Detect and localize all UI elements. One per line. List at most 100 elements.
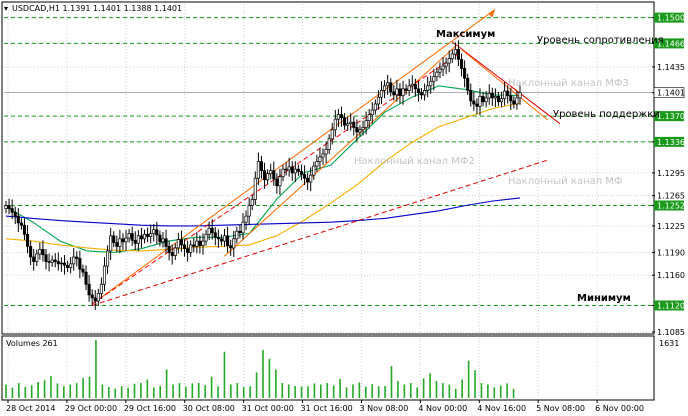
candle-bull bbox=[127, 233, 131, 239]
candle-bull bbox=[201, 240, 205, 246]
candle-bull bbox=[72, 256, 76, 265]
candle-bear bbox=[512, 100, 516, 105]
candle-bear bbox=[419, 92, 424, 96]
candle-bear bbox=[62, 262, 67, 266]
candle-bull bbox=[324, 149, 328, 155]
candle-bear bbox=[66, 264, 70, 268]
trend-mf3-arrowhead bbox=[488, 8, 496, 18]
annotation-support: Уровень поддержки bbox=[553, 109, 660, 120]
candle-bear bbox=[463, 68, 467, 79]
candle-bull bbox=[99, 283, 103, 294]
candle-bull bbox=[503, 90, 507, 100]
candle-bull bbox=[232, 238, 236, 249]
annotation-minimum: Минимум bbox=[577, 293, 631, 304]
candle-bear bbox=[262, 170, 267, 181]
candle-bull bbox=[429, 80, 433, 87]
candle-bull bbox=[38, 249, 42, 255]
candle-bear bbox=[164, 238, 168, 247]
candle-bull bbox=[444, 62, 448, 67]
candle-bull bbox=[176, 239, 180, 249]
candle-bear bbox=[16, 215, 20, 224]
candle-bull bbox=[124, 237, 128, 243]
candle-bear bbox=[284, 168, 288, 171]
time-axis: 28 Oct 2014 29 Oct 00:00 29 Oct 16:00 30 Oc… bbox=[6, 400, 644, 413]
candle-bear bbox=[466, 77, 470, 91]
candle-bear bbox=[490, 93, 494, 99]
candle-bull bbox=[435, 71, 439, 78]
candle-bear bbox=[392, 91, 396, 96]
candle-bear bbox=[413, 83, 417, 90]
annotation-channel-mf3: Наклонный канал МФ3 bbox=[508, 78, 629, 89]
price-label: 1.1295 bbox=[657, 169, 685, 178]
time-label: 29 Oct 00:00 bbox=[65, 404, 117, 413]
annotation-channel-mf: Наклонный канал МФ bbox=[508, 176, 623, 187]
price-label: 1.1401 bbox=[657, 89, 685, 98]
candle-bull bbox=[315, 161, 319, 167]
candle-bull bbox=[109, 235, 113, 252]
candle-bear bbox=[22, 224, 27, 235]
candle-bull bbox=[373, 103, 377, 111]
candle-bear bbox=[130, 233, 134, 241]
candle-bear bbox=[10, 208, 14, 213]
candle-bull bbox=[204, 233, 208, 242]
volume-label: Volumes 261 bbox=[6, 339, 58, 348]
candle-bear bbox=[186, 248, 190, 253]
price-axis: 1.1500 1.1466 1.1435 1.1401 1.1370 1.1336 1.12… bbox=[652, 12, 685, 337]
candle-bull bbox=[432, 76, 436, 82]
candle-bull bbox=[102, 265, 107, 285]
candle-bear bbox=[389, 82, 393, 93]
time-label: 6 Nov 00:00 bbox=[595, 404, 644, 413]
candle-bear bbox=[469, 90, 473, 102]
candle-bear bbox=[339, 114, 344, 118]
candle-bear bbox=[133, 239, 137, 244]
candle-bull bbox=[35, 253, 39, 262]
symbol-info: USDCAD,H1 1.1391 1.1401 1.1388 1.1401 bbox=[12, 4, 182, 13]
price-label: 1.1190 bbox=[657, 248, 685, 257]
candle-bull bbox=[59, 262, 63, 265]
price-label: 1.1370 bbox=[657, 112, 685, 121]
time-label: 31 Oct 16:00 bbox=[301, 404, 353, 413]
candle-bear bbox=[404, 88, 408, 91]
candle-bull bbox=[423, 90, 427, 96]
volume-max-label: 1631 bbox=[659, 339, 679, 348]
candle-bull bbox=[401, 88, 405, 97]
candle-bull bbox=[235, 230, 239, 240]
annotation-resistance: Уровень сопротивления bbox=[537, 35, 664, 46]
candle-bear bbox=[296, 168, 300, 172]
trend-descending-1 bbox=[451, 41, 561, 125]
price-label: 1.1336 bbox=[657, 138, 685, 147]
candle-bull bbox=[118, 238, 122, 247]
candle-bear bbox=[158, 234, 162, 243]
candle-bull bbox=[281, 168, 285, 178]
candle-bull bbox=[386, 82, 390, 87]
candle-bear bbox=[121, 238, 125, 243]
candle-bull bbox=[321, 153, 325, 158]
candle-bull bbox=[515, 97, 519, 105]
candle-bear bbox=[155, 229, 159, 236]
candle-bull bbox=[327, 138, 331, 150]
price-level-box bbox=[654, 12, 684, 23]
candle-bear bbox=[182, 244, 187, 250]
price-label: 1.1225 bbox=[657, 222, 685, 231]
price-label: 1.1085 bbox=[657, 328, 685, 337]
candle-bull bbox=[478, 96, 482, 107]
chart-header-icon: ▾ bbox=[4, 4, 8, 13]
moving-average-3 bbox=[5, 197, 521, 227]
candle-bull bbox=[518, 92, 522, 99]
candle-bear bbox=[179, 239, 183, 246]
time-label: 31 Oct 00:00 bbox=[242, 404, 294, 413]
candle-bear bbox=[275, 178, 279, 187]
candle-bull bbox=[361, 127, 365, 131]
candle-bear bbox=[7, 205, 11, 209]
candle-bull bbox=[4, 205, 8, 209]
candle-bull bbox=[376, 96, 380, 105]
candle-bull bbox=[69, 263, 73, 268]
candle-bull bbox=[195, 240, 199, 247]
candle-bear bbox=[47, 261, 51, 263]
candle-bull bbox=[142, 233, 147, 240]
candle-bull bbox=[336, 114, 340, 120]
candle-bear bbox=[29, 246, 33, 258]
candle-bear bbox=[272, 170, 276, 180]
candle-bear bbox=[87, 283, 91, 296]
